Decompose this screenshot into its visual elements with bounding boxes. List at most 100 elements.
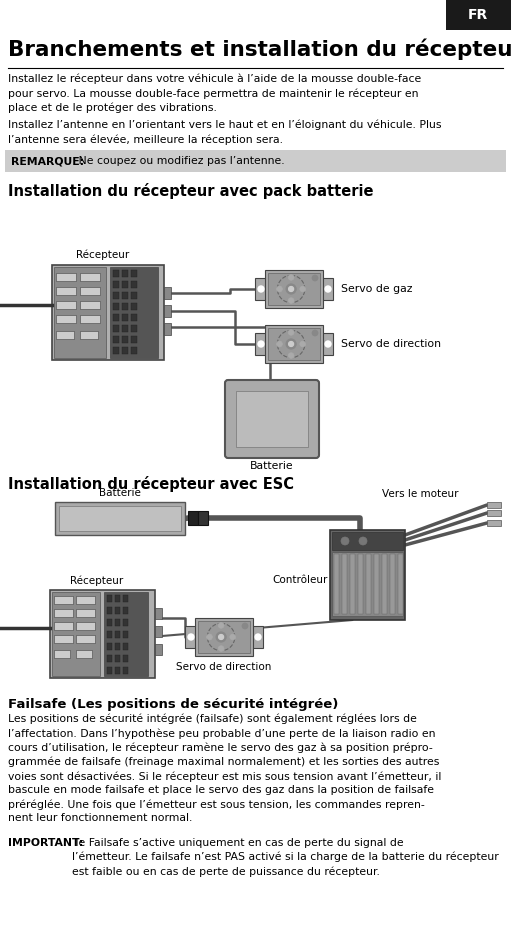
- Bar: [390, 554, 395, 614]
- Bar: [113, 347, 119, 354]
- Bar: [54, 650, 70, 658]
- Bar: [123, 655, 128, 662]
- Bar: [350, 554, 355, 614]
- Bar: [123, 667, 128, 674]
- Bar: [131, 303, 137, 310]
- Circle shape: [276, 341, 283, 347]
- Circle shape: [288, 274, 294, 280]
- Circle shape: [276, 287, 283, 292]
- Bar: [107, 619, 112, 626]
- Bar: [56, 331, 74, 339]
- Bar: [80, 331, 98, 339]
- Bar: [322, 278, 333, 301]
- Circle shape: [300, 341, 306, 347]
- Bar: [122, 270, 128, 277]
- Text: Récepteur: Récepteur: [71, 576, 124, 586]
- Bar: [56, 287, 76, 295]
- Bar: [54, 267, 106, 358]
- Bar: [332, 532, 403, 550]
- Circle shape: [312, 330, 318, 336]
- Bar: [123, 643, 128, 650]
- Circle shape: [289, 342, 293, 347]
- Text: Batterie: Batterie: [250, 461, 294, 471]
- Bar: [122, 336, 128, 343]
- Bar: [255, 332, 266, 355]
- Circle shape: [206, 634, 213, 640]
- Circle shape: [230, 634, 236, 640]
- Bar: [374, 554, 379, 614]
- Bar: [56, 315, 76, 323]
- Bar: [188, 511, 198, 525]
- Bar: [5, 150, 506, 172]
- Bar: [268, 273, 320, 305]
- Bar: [358, 554, 363, 614]
- Circle shape: [286, 339, 296, 349]
- Bar: [113, 336, 119, 343]
- Bar: [107, 655, 112, 662]
- Bar: [56, 301, 76, 309]
- Bar: [115, 643, 120, 650]
- Text: Ne coupez ou modifiez pas l’antenne.: Ne coupez ou modifiez pas l’antenne.: [75, 156, 285, 166]
- Bar: [56, 273, 76, 281]
- Circle shape: [288, 353, 294, 359]
- Text: Installez le récepteur dans votre véhicule à l’aide de la mousse double-face
pou: Installez le récepteur dans votre véhicu…: [8, 74, 421, 113]
- Bar: [123, 619, 128, 626]
- Bar: [54, 635, 73, 643]
- Bar: [255, 278, 266, 301]
- Bar: [113, 270, 119, 277]
- Circle shape: [242, 623, 248, 629]
- Text: Les positions de sécurité intégrée (failsafe) sont également réglées lors de
l’a: Les positions de sécurité intégrée (fail…: [8, 714, 442, 823]
- Bar: [122, 347, 128, 354]
- Circle shape: [288, 298, 294, 304]
- Bar: [115, 655, 120, 662]
- Bar: [115, 595, 120, 602]
- Bar: [487, 520, 501, 526]
- Bar: [59, 506, 181, 531]
- Bar: [76, 622, 95, 630]
- Circle shape: [258, 286, 264, 292]
- Bar: [107, 631, 112, 638]
- Bar: [236, 391, 308, 447]
- Text: FR: FR: [468, 8, 488, 22]
- Bar: [76, 635, 95, 643]
- Bar: [122, 303, 128, 310]
- Bar: [446, 0, 511, 30]
- Text: Servo de direction: Servo de direction: [176, 662, 272, 672]
- Bar: [113, 292, 119, 299]
- Text: Récepteur: Récepteur: [76, 249, 130, 260]
- Bar: [265, 270, 323, 308]
- Bar: [122, 281, 128, 288]
- Bar: [50, 590, 155, 678]
- FancyBboxPatch shape: [225, 380, 319, 458]
- Text: Contrôleur: Contrôleur: [273, 575, 328, 585]
- Bar: [382, 554, 387, 614]
- Circle shape: [341, 537, 349, 545]
- Bar: [76, 596, 95, 604]
- Bar: [115, 667, 120, 674]
- Circle shape: [218, 645, 224, 651]
- Bar: [155, 644, 162, 655]
- Circle shape: [359, 537, 367, 545]
- Bar: [80, 301, 100, 309]
- Bar: [131, 270, 137, 277]
- Bar: [107, 607, 112, 614]
- Bar: [487, 502, 501, 508]
- Bar: [54, 596, 73, 604]
- Text: le Failsafe s’active uniquement en cas de perte du signal de
l’émetteur. Le fail: le Failsafe s’active uniquement en cas d…: [72, 838, 499, 877]
- Bar: [123, 631, 128, 638]
- Circle shape: [286, 284, 296, 294]
- Bar: [164, 305, 171, 317]
- Bar: [131, 281, 137, 288]
- Circle shape: [325, 286, 331, 292]
- Circle shape: [325, 341, 331, 347]
- Bar: [398, 554, 403, 614]
- Bar: [113, 303, 119, 310]
- Bar: [122, 292, 128, 299]
- Circle shape: [216, 632, 226, 643]
- Bar: [131, 336, 137, 343]
- Bar: [113, 325, 119, 332]
- Text: Vers le moteur: Vers le moteur: [382, 489, 458, 499]
- Bar: [131, 292, 137, 299]
- Bar: [80, 315, 100, 323]
- Bar: [122, 314, 128, 321]
